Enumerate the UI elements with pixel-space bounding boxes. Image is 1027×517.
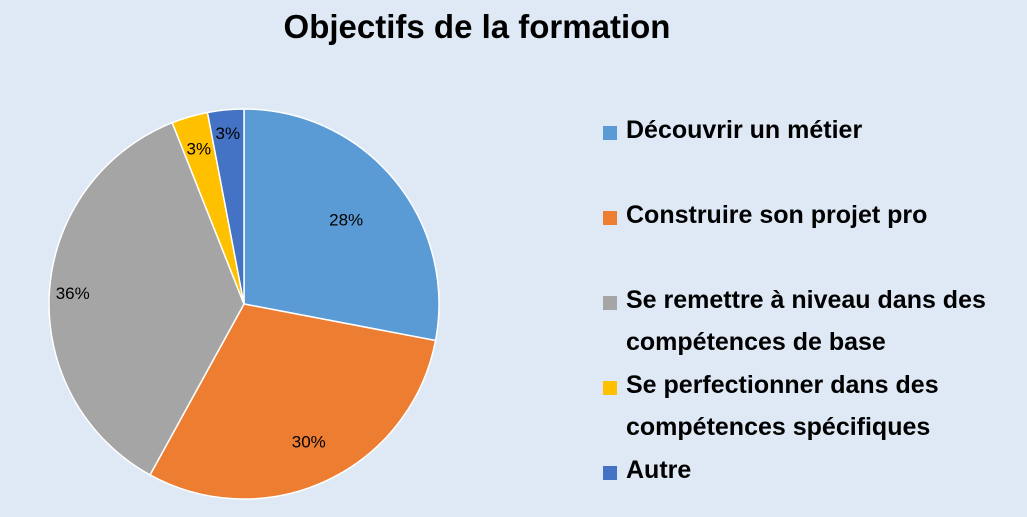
pie-slice-3 bbox=[48, 121, 245, 476]
slice-label-5: 3% bbox=[216, 124, 241, 143]
pie-slice-5 bbox=[206, 108, 245, 305]
legend-label-4-line-1: Se perfectionner dans des bbox=[626, 371, 939, 399]
pie-slice-1 bbox=[243, 108, 440, 342]
legend-swatch-3 bbox=[603, 296, 617, 310]
legend-swatch-5 bbox=[603, 466, 617, 480]
slice-label-2: 30% bbox=[292, 433, 326, 452]
chart-title: Objectifs de la formation bbox=[283, 8, 671, 45]
legend-label-5: Autre bbox=[626, 456, 692, 484]
legend-label-4-line-2: compétences spécifiques bbox=[626, 413, 931, 441]
legend-label-3-line-1: Se remettre à niveau dans des bbox=[626, 286, 986, 314]
legend-label-2: Construire son projet pro bbox=[626, 201, 928, 229]
slice-label-3: 36% bbox=[56, 284, 90, 303]
slice-label-1: 28% bbox=[329, 210, 363, 229]
legend-label-3-line-2: compétences de base bbox=[626, 328, 886, 356]
legend-swatch-1 bbox=[603, 126, 617, 140]
legend-swatch-2 bbox=[603, 211, 617, 225]
pie-slice-2 bbox=[149, 303, 437, 500]
slice-label-4: 3% bbox=[187, 140, 212, 159]
legend-swatch-4 bbox=[603, 381, 617, 395]
legend-label-1: Découvrir un métier bbox=[626, 116, 863, 144]
